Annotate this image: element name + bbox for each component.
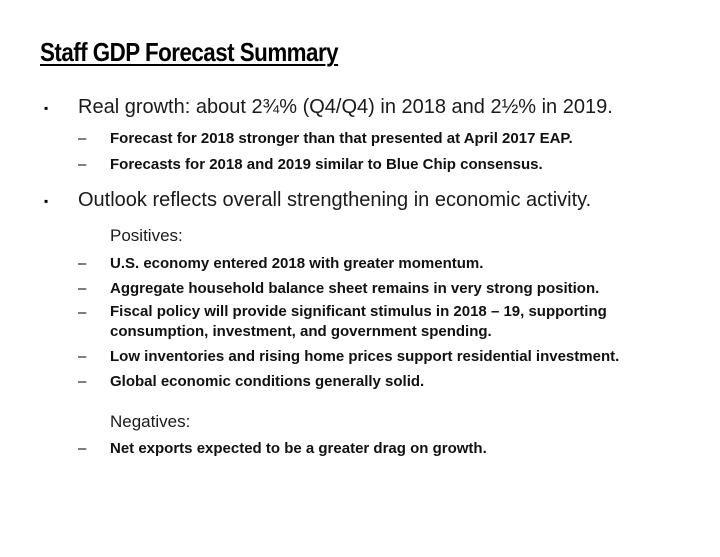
dash-icon: –	[78, 130, 87, 147]
sub-item-blue-chip: Forecasts for 2018 and 2019 similar to B…	[110, 156, 543, 173]
sub-item-forecast-2018: Forecast for 2018 stronger than that pre…	[110, 130, 573, 147]
positive-item-fiscal: Fiscal policy will provide significant s…	[110, 303, 607, 340]
positive-item-household: Aggregate household balance sheet remain…	[110, 280, 600, 297]
dash-icon: –	[78, 373, 87, 390]
dash-icon: –	[78, 280, 87, 297]
dash-icon: –	[78, 304, 87, 321]
bullet-outlook: Outlook reflects overall strengthening i…	[78, 189, 592, 211]
dash-icon: –	[78, 156, 87, 173]
slide-title: Staff GDP Forecast Summary	[40, 37, 339, 67]
positive-item-inventories: Low inventories and rising home prices s…	[110, 348, 620, 365]
positive-item-global: Global economic conditions generally sol…	[110, 373, 425, 390]
dash-icon: –	[78, 440, 87, 457]
bullet-square-icon: ▪	[44, 194, 49, 208]
bullet-square-icon: ▪	[44, 101, 49, 115]
positives-heading: Positives:	[110, 226, 183, 245]
bullet-real-growth: Real growth: about 2¾% (Q4/Q4) in 2018 a…	[78, 96, 613, 118]
positive-item-momentum: U.S. economy entered 2018 with greater m…	[110, 255, 484, 272]
dash-icon: –	[78, 348, 87, 365]
negative-item-net-exports: Net exports expected to be a greater dra…	[110, 440, 487, 457]
negatives-heading: Negatives:	[110, 412, 191, 431]
dash-icon: –	[78, 255, 87, 272]
